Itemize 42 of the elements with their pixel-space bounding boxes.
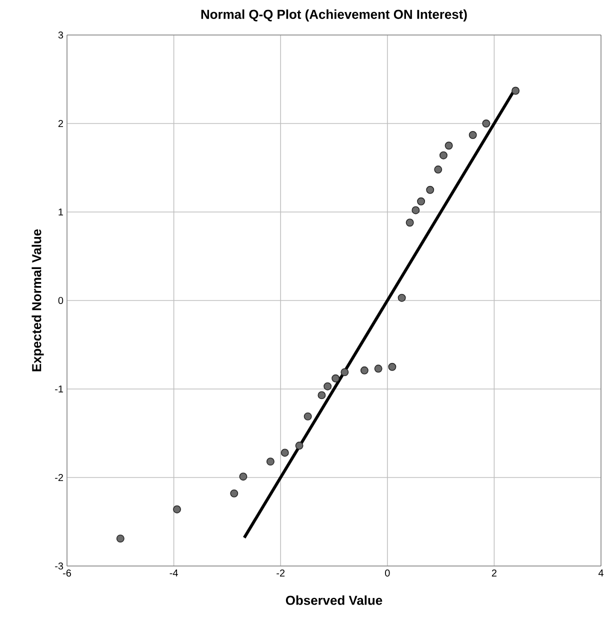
point <box>266 458 274 466</box>
point <box>318 391 326 400</box>
point <box>332 374 340 382</box>
point <box>468 131 477 139</box>
y-tick-label: 0 <box>58 296 64 304</box>
x-tick-label: -4 <box>170 570 178 576</box>
point <box>406 218 414 227</box>
point <box>116 534 124 543</box>
y-axis-title: Expected Normal Value <box>32 229 44 372</box>
point <box>374 364 382 373</box>
point <box>388 362 396 371</box>
x-axis-title: Observed Value <box>286 595 382 605</box>
point <box>295 442 304 450</box>
x-tick-label: 0 <box>385 570 390 577</box>
point <box>173 505 181 514</box>
y-tick-label: 2 <box>58 120 63 127</box>
point <box>417 197 426 206</box>
point <box>426 186 434 194</box>
point <box>512 86 520 95</box>
y-tick-label: 3 <box>58 31 64 39</box>
x-tick-label: -6 <box>63 570 71 577</box>
point <box>444 142 453 150</box>
x-tick-label: -2 <box>276 570 285 576</box>
y-tick-label: -2 <box>55 474 63 481</box>
point <box>280 448 289 457</box>
point <box>239 472 248 481</box>
point <box>412 206 420 214</box>
point <box>340 368 349 376</box>
x-tick-label: 2 <box>492 570 496 576</box>
point <box>360 366 368 374</box>
y-tick-label: 1 <box>58 208 63 216</box>
point <box>482 120 490 128</box>
y-tick-label: -1 <box>55 386 63 392</box>
point <box>439 151 448 160</box>
point <box>230 489 238 498</box>
point <box>398 294 406 302</box>
point <box>324 382 332 390</box>
chart-title: Normal Q-Q Plot (Achievement ON Interest) <box>201 9 467 22</box>
point <box>434 166 442 174</box>
point <box>304 412 312 420</box>
y-tick-label: -3 <box>55 562 64 570</box>
x-tick-label: 4 <box>598 570 604 576</box>
